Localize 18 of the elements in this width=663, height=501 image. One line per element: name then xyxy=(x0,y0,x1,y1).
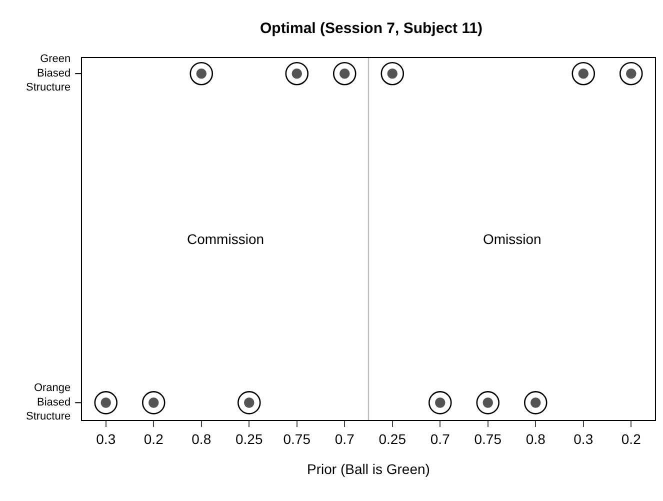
x-tick-label: 0.2 xyxy=(144,430,164,447)
annotation: Commission xyxy=(187,231,264,247)
x-tick-label: 0.2 xyxy=(621,430,642,447)
text: Green Biased Structure xyxy=(26,53,71,94)
x-tick-label: 0.75 xyxy=(474,430,502,447)
x-tick-label: 0.25 xyxy=(378,430,406,447)
x-tick-label: 0.3 xyxy=(96,430,116,447)
x-tick-label: 0.7 xyxy=(334,430,355,447)
x-axis-title: Prior (Ball is Green) xyxy=(307,461,430,478)
annotation: Omission xyxy=(483,231,542,247)
x-tick-label: 0.7 xyxy=(430,430,450,447)
x-tick-label: 0.8 xyxy=(192,430,212,447)
x-tick-label: 0.3 xyxy=(574,430,594,447)
x-tick-label: 0.25 xyxy=(236,430,263,447)
chart-title: Optimal (Session 7, Subject 11) xyxy=(260,20,483,38)
x-tick-label: 0.8 xyxy=(526,430,546,447)
x-tick-label: 0.75 xyxy=(283,430,311,447)
text: Orange Biased Structure xyxy=(26,382,71,423)
